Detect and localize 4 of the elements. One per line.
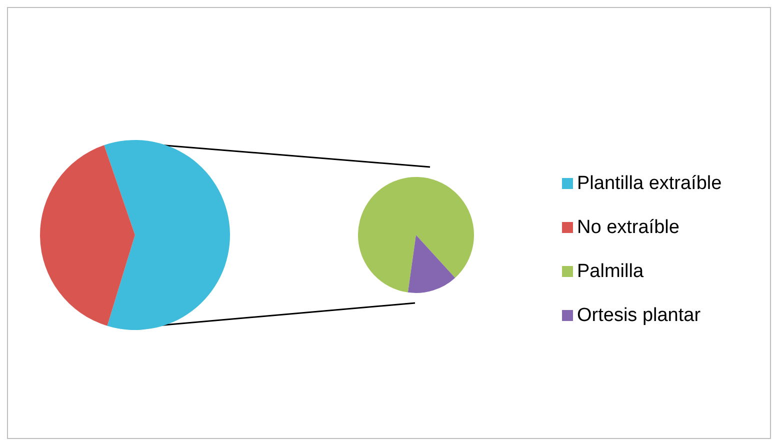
legend-label: Ortesis plantar bbox=[577, 304, 701, 326]
legend-label: No extraíble bbox=[577, 216, 680, 238]
legend-label: Plantilla extraíble bbox=[577, 172, 722, 194]
legend-label: Palmilla bbox=[577, 260, 644, 282]
